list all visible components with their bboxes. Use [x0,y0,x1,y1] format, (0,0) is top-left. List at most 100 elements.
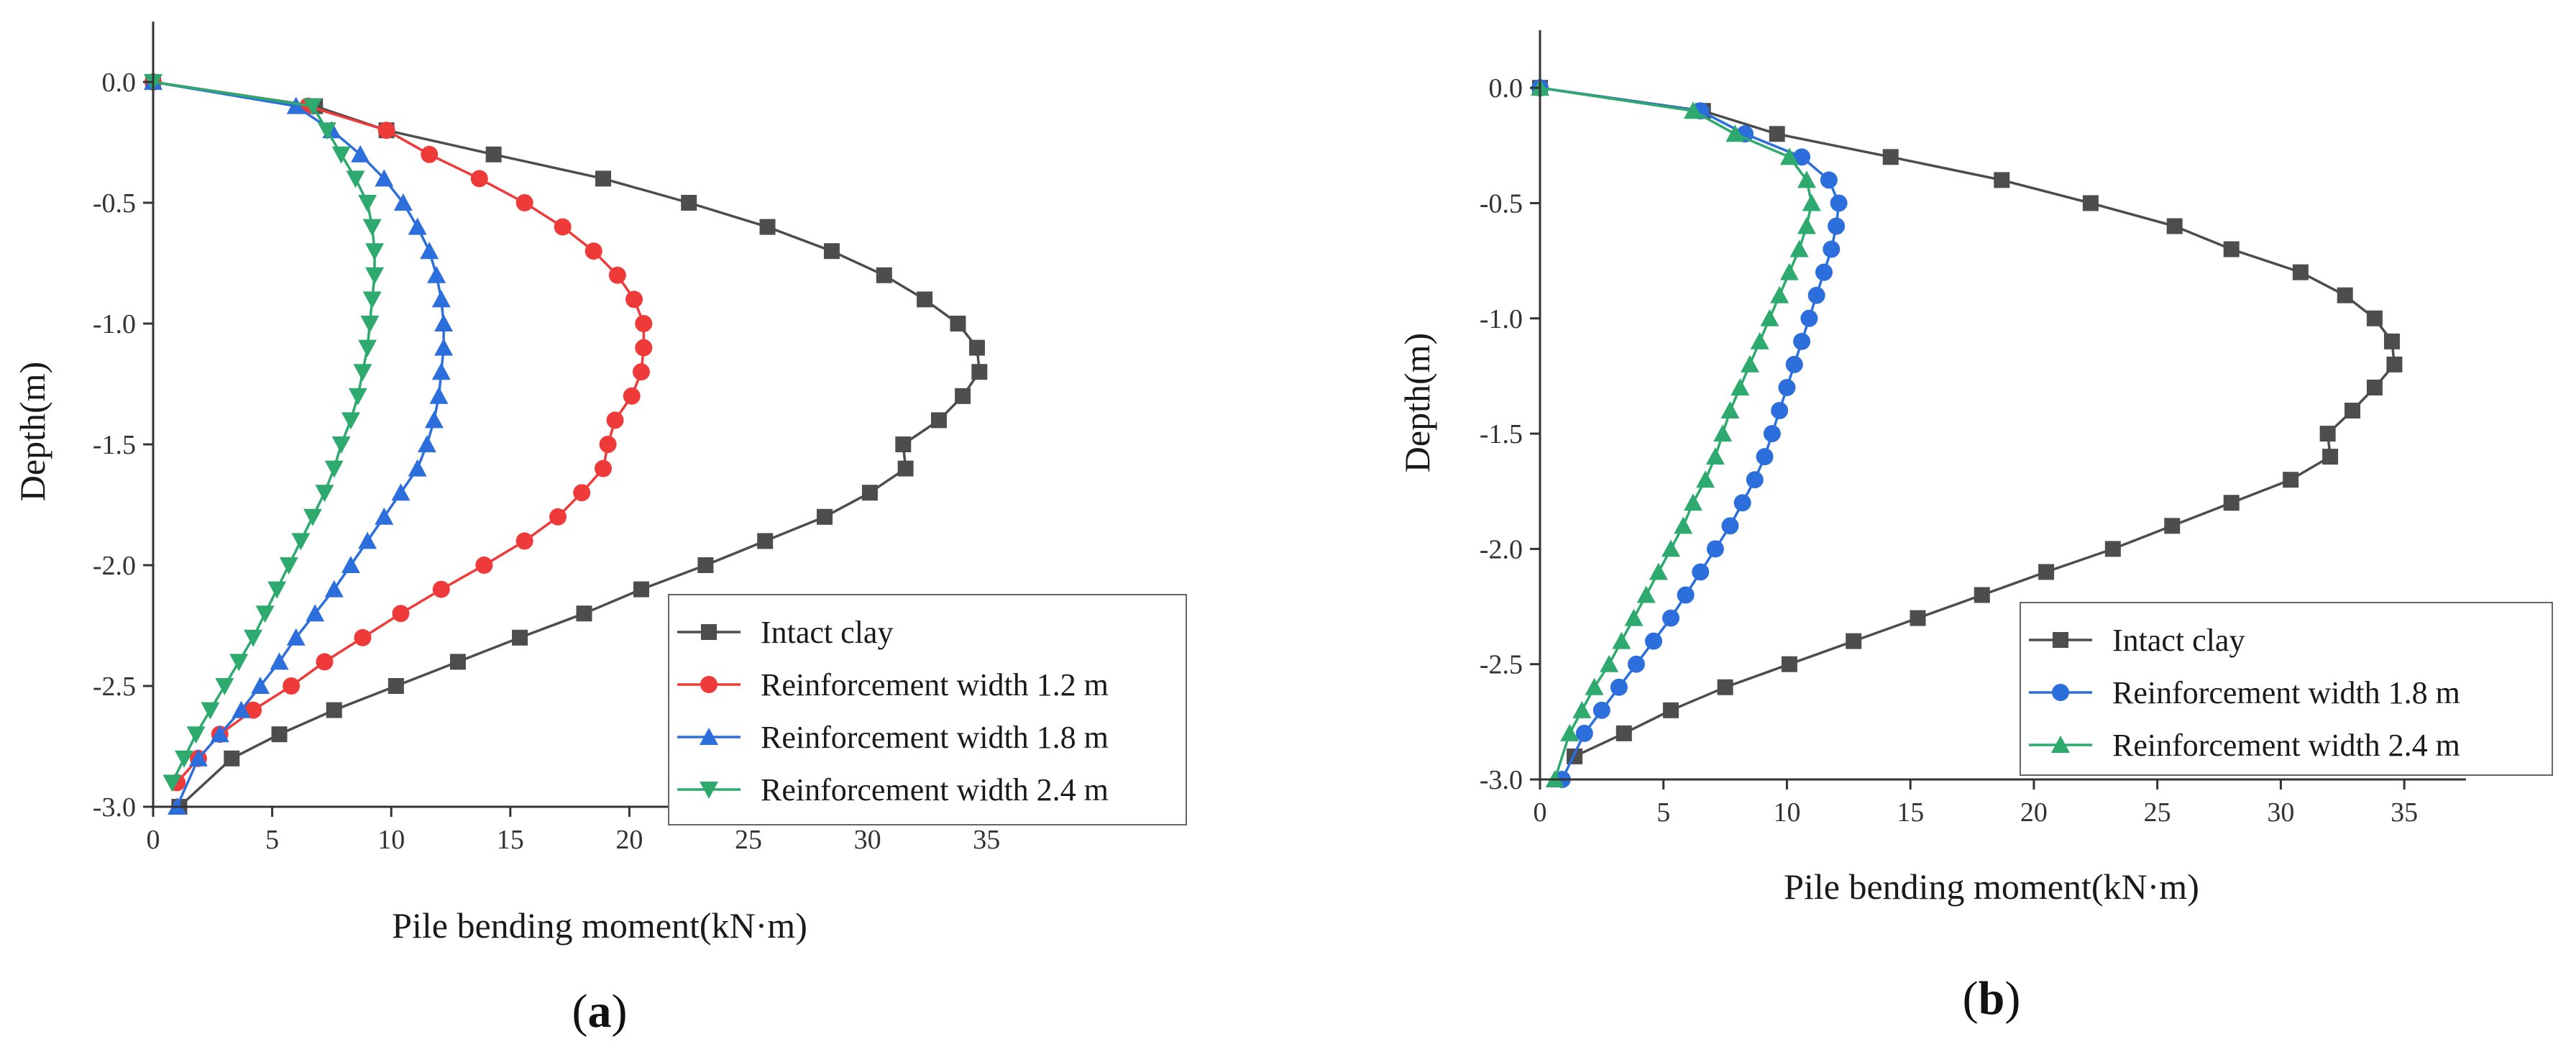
legend-a: Intact clay Reinforcement width 1.2 m Rein… [668,594,1187,825]
data-point-reinforcement-width-1-2-m [635,315,653,332]
series-line-intact-clay [152,81,981,808]
data-point-reinforcement-width-1-8-m [286,628,306,646]
data-point-intact-clay [2038,564,2055,580]
data-point-reinforcement-width-2-4-m [1683,101,1702,119]
y-tick-label: -3.0 [93,792,136,823]
x-tick-label: 0 [1534,797,1547,828]
data-point-reinforcement-width-2-4-m [1674,516,1693,534]
data-point-reinforcement-width-1-8-m [1793,148,1811,166]
data-point-intact-clay [897,460,914,477]
data-point-reinforcement-width-1-8-m [420,242,439,260]
data-point-intact-clay [757,533,774,549]
data-point-reinforcement-width-2-4-m [353,364,372,382]
data-point-reinforcement-width-1-8-m [429,386,449,404]
x-tick-label: 35 [973,825,1000,855]
x-tick-label: 0 [147,825,160,855]
data-point-intact-clay [449,654,466,670]
data-point-reinforcement-width-1-8-m [270,652,289,670]
data-point-reinforcement-width-1-2-m [354,628,372,646]
data-point-intact-clay [681,195,697,211]
series-line-reinforcement-width-1-2-m [152,81,646,784]
data-point-reinforcement-width-1-2-m [632,363,650,381]
data-point-reinforcement-width-1-8-m [1662,609,1680,627]
data-point-intact-clay [1615,725,1632,741]
y-tick-label: -3.0 [1480,765,1523,795]
x-axis-title-a: Pile bending moment(kN·m) [392,905,807,946]
data-point-reinforcement-width-1-8-m [1756,448,1774,466]
data-point-intact-clay [2223,495,2240,511]
data-point-intact-clay [2366,310,2383,326]
x-tick-label: 20 [2020,797,2048,828]
data-point-intact-clay [2082,195,2099,211]
panel-label-a: (a) [572,985,628,1038]
data-point-intact-clay [823,243,840,260]
y-tick-label: -0.5 [1480,188,1523,219]
data-point-intact-clay [2322,449,2339,465]
series-line-reinforcement-width-1-8-m [152,81,445,807]
data-point-reinforcement-width-1-2-m [515,532,533,550]
data-point-reinforcement-width-2-4-m [1779,262,1799,280]
data-point-intact-clay [917,291,933,308]
data-point-reinforcement-width-1-8-m [1763,425,1781,443]
data-point-reinforcement-width-1-2-m [594,459,612,477]
data-point-intact-clay [759,219,776,235]
data-point-reinforcement-width-1-2-m [316,653,334,671]
data-point-intact-clay [485,146,502,163]
data-point-intact-clay [2164,518,2181,534]
data-point-reinforcement-width-1-8-m [1785,355,1803,373]
legend-label-reinforcement-width-1-8-m: Reinforcement width 1.8 m [2112,675,2460,710]
y-axis-a: 0.0 -0.5 -1.0 -1.5 -2.0 -2.5 -3.0 [93,68,153,823]
data-point-intact-clay [930,412,947,429]
data-point-intact-clay [1994,172,2010,188]
legend-marker-reinforcement-width-1-8-m [700,728,718,745]
legend-marker-reinforcement-width-1-2-m [700,676,718,693]
data-point-reinforcement-width-1-8-m [408,217,427,235]
data-point-reinforcement-width-2-4-m [1770,285,1789,303]
data-point-reinforcement-width-2-4-m [346,170,365,188]
data-point-reinforcement-width-1-8-m [434,314,454,331]
series-line-intact-clay [1539,86,2396,758]
data-point-intact-clay [1974,587,1990,603]
data-point-reinforcement-width-2-4-m [303,98,322,116]
x-tick-label: 25 [2144,797,2171,828]
data-point-reinforcement-width-1-8-m [1575,724,1593,742]
data-point-reinforcement-width-1-8-m [351,145,370,163]
data-point-reinforcement-width-1-2-m [585,242,602,260]
data-point-intact-clay [950,316,966,331]
x-axis-title-b: Pile bending moment(kN·m) [1784,866,2199,907]
data-point-reinforcement-width-2-4-m [1789,239,1809,257]
data-point-reinforcement-width-1-8-m [424,411,444,429]
data-point-intact-clay [595,170,611,187]
x-tick-label: 30 [2267,797,2294,828]
x-tick-label: 15 [497,825,524,855]
data-point-reinforcement-width-2-4-m [162,774,182,792]
legend-label-reinforcement-width-1-8-m: Reinforcement width 1.8 m [761,720,1109,755]
data-point-reinforcement-width-2-4-m [358,195,377,212]
data-point-reinforcement-width-2-4-m [1624,608,1644,626]
legend-entries-a: Intact clay Reinforcement width 1.2 m Rein… [677,615,1109,807]
data-point-reinforcement-width-2-4-m [1600,654,1619,672]
data-point-reinforcement-width-2-4-m [317,122,336,140]
data-point-reinforcement-width-2-4-m [267,581,287,599]
data-point-reinforcement-width-2-4-m [1612,631,1631,649]
data-point-intact-clay [895,436,912,452]
data-point-reinforcement-width-1-2-m [470,170,488,188]
data-point-reinforcement-width-2-4-m [365,267,385,285]
data-point-reinforcement-width-1-8-m [431,290,451,308]
data-point-reinforcement-width-2-4-m [255,605,275,623]
data-point-reinforcement-width-2-4-m [1725,124,1745,142]
data-point-reinforcement-width-1-2-m [623,387,641,405]
data-point-reinforcement-width-1-8-m [306,604,325,622]
data-point-reinforcement-width-1-8-m [286,96,306,114]
legend-marker-reinforcement-width-1-8-m [2052,684,2069,701]
x-axis-a: 0 5 10 15 20 25 30 35 [147,807,1000,855]
y-tick-label: -2.0 [93,551,136,581]
legend-entries-b: Intact clay Reinforcement width 1.8 m Rein… [2029,623,2460,763]
data-point-reinforcement-width-1-2-m [377,122,395,139]
data-point-reinforcement-width-1-8-m [434,338,454,356]
data-point-reinforcement-width-2-4-m [341,412,360,430]
data-point-intact-clay [1769,126,1785,142]
panel-label-b: (b) [1963,972,2021,1025]
x-tick-label: 30 [854,825,881,855]
